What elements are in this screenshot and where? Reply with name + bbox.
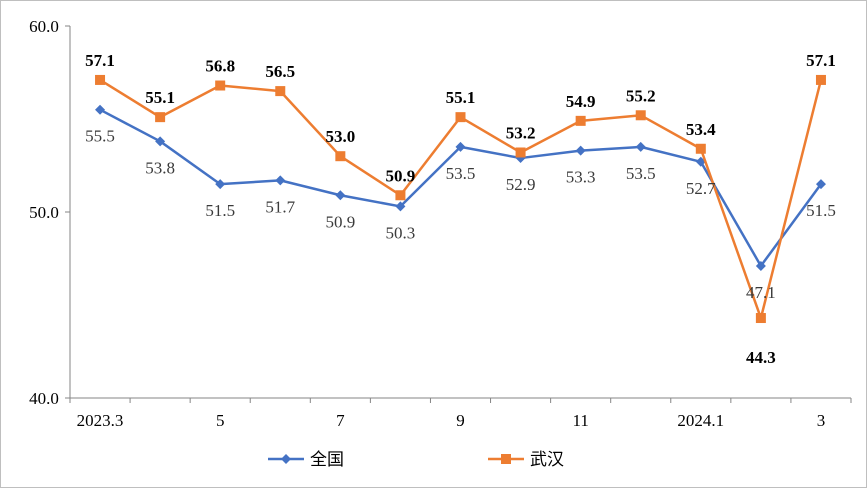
- y-tick-label: 40.0: [29, 389, 59, 408]
- marker-square: [695, 143, 706, 154]
- data-label-wuhan: 57.1: [806, 51, 836, 70]
- marker-square: [815, 74, 826, 85]
- legend-item-wuhan: 武汉: [488, 450, 564, 470]
- x-tick-label: 11: [572, 411, 588, 430]
- data-label-wuhan: 44.3: [746, 348, 776, 367]
- series-lines: [95, 74, 826, 324]
- marker-diamond: [155, 136, 166, 147]
- marker-square: [515, 147, 526, 158]
- marker-diamond: [815, 179, 826, 190]
- axes: [65, 25, 852, 403]
- legend-marker-diamond: [281, 454, 291, 464]
- data-label-national: 53.3: [566, 168, 596, 187]
- data-label-wuhan: 53.0: [325, 127, 355, 146]
- data-label-national: 53.8: [145, 158, 175, 177]
- marker-diamond: [755, 260, 766, 271]
- data-label-wuhan: 55.2: [626, 86, 656, 105]
- marker-square: [95, 74, 106, 85]
- legend-label: 武汉: [530, 450, 564, 470]
- x-tick-label: 3: [817, 411, 826, 430]
- marker-square: [215, 80, 226, 91]
- data-label-wuhan: 55.1: [145, 88, 175, 107]
- x-tick-label: 9: [456, 411, 465, 430]
- marker-square: [575, 115, 586, 126]
- data-label-wuhan: 53.2: [506, 123, 536, 142]
- data-label-national: 53.5: [626, 164, 656, 183]
- marker-square: [755, 313, 766, 324]
- marker-diamond: [575, 145, 586, 156]
- data-label-national: 52.7: [686, 179, 716, 198]
- data-label-wuhan: 56.5: [265, 62, 295, 81]
- data-label-national: 50.9: [325, 212, 355, 231]
- marker-square: [335, 151, 346, 162]
- data-label-wuhan: 55.1: [446, 88, 476, 107]
- data-label-national: 51.7: [265, 197, 295, 216]
- y-tick-label: 50.0: [29, 203, 59, 222]
- marker-diamond: [335, 190, 346, 201]
- marker-square: [275, 86, 286, 97]
- marker-diamond: [95, 104, 106, 115]
- data-label-wuhan: 56.8: [205, 57, 235, 76]
- marker-diamond: [275, 175, 286, 186]
- marker-square: [635, 110, 646, 121]
- marker-square: [395, 190, 406, 201]
- legend-marker-square: [501, 454, 511, 464]
- x-tick-label: 2024.1: [677, 411, 724, 430]
- data-label-national: 50.3: [386, 223, 416, 242]
- data-label-national: 53.5: [446, 164, 476, 183]
- x-tick-label: 2023.3: [77, 411, 124, 430]
- marker-diamond: [395, 201, 406, 212]
- marker-square: [155, 112, 166, 123]
- data-label-wuhan: 54.9: [566, 92, 596, 111]
- data-label-wuhan: 57.1: [85, 51, 115, 70]
- legend: 全国 武汉: [268, 450, 564, 470]
- marker-diamond: [635, 141, 646, 152]
- data-label-wuhan: 50.9: [386, 166, 416, 185]
- marker-square: [455, 112, 466, 123]
- marker-diamond: [455, 141, 466, 152]
- marker-diamond: [215, 179, 226, 190]
- data-label-wuhan: 53.4: [686, 120, 716, 139]
- legend-item-national: 全国: [268, 450, 344, 470]
- y-tick-label: 60.0: [29, 17, 59, 36]
- data-label-national: 52.9: [506, 175, 536, 194]
- data-label-national: 51.5: [205, 201, 235, 220]
- data-label-national: 51.5: [806, 201, 836, 220]
- data-labels: 55.5 53.8 51.5 51.7 50.9 50.3 53.5 52.9 53.3 53.5…: [85, 51, 836, 367]
- data-label-national: 55.5: [85, 127, 115, 146]
- data-label-national: 47.1: [746, 283, 776, 302]
- x-tick-label: 7: [336, 411, 345, 430]
- tick-labels: 40.0 50.0 60.0 2023.3 5 7 9 11 2024.1 3: [29, 17, 825, 430]
- x-tick-label: 5: [216, 411, 225, 430]
- legend-label: 全国: [310, 450, 344, 470]
